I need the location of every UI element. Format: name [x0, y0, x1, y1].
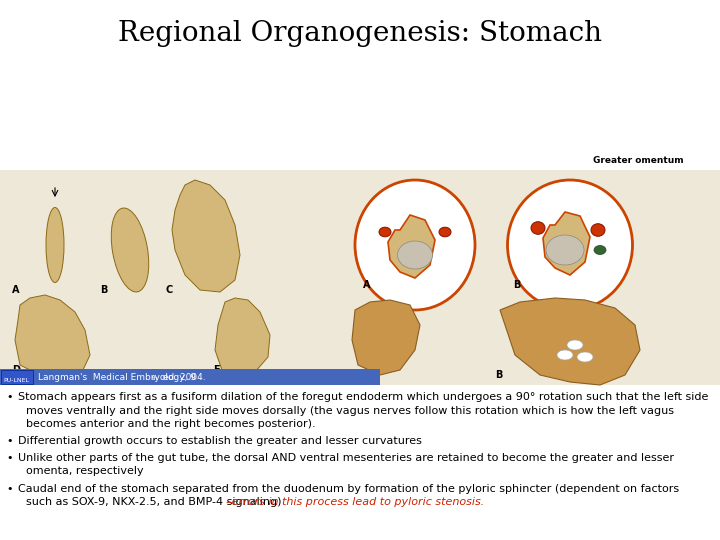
- Text: moves ventrally and the right side moves dorsally (the vagus nerves follow this : moves ventrally and the right side moves…: [26, 406, 674, 415]
- Ellipse shape: [546, 235, 584, 265]
- Text: Caudal end of the stomach separated from the duodenum by formation of the pylori: Caudal end of the stomach separated from…: [18, 483, 679, 494]
- Ellipse shape: [591, 224, 605, 237]
- Ellipse shape: [112, 208, 149, 292]
- Polygon shape: [352, 300, 420, 375]
- Text: C: C: [165, 285, 172, 295]
- Text: Regional Organogenesis: Stomach: Regional Organogenesis: Stomach: [118, 20, 602, 47]
- Ellipse shape: [557, 350, 573, 360]
- Text: becomes anterior and the right becomes posterior).: becomes anterior and the right becomes p…: [26, 419, 315, 429]
- Text: •: •: [6, 453, 12, 463]
- Text: A: A: [12, 285, 19, 295]
- Ellipse shape: [355, 180, 475, 310]
- Polygon shape: [543, 212, 590, 275]
- Text: A: A: [352, 370, 359, 380]
- Ellipse shape: [508, 180, 632, 310]
- Text: th: th: [152, 375, 158, 381]
- Text: Stomach appears first as a fusiform dilation of the foregut endoderm which under: Stomach appears first as a fusiform dila…: [18, 392, 708, 402]
- Text: D: D: [12, 365, 20, 375]
- Ellipse shape: [577, 352, 593, 362]
- Text: •: •: [6, 483, 12, 494]
- Text: Langman's  Medical Embryology, 9: Langman's Medical Embryology, 9: [38, 374, 196, 382]
- Text: Differential growth occurs to establish the greater and lesser curvatures: Differential growth occurs to establish …: [18, 436, 422, 446]
- FancyBboxPatch shape: [0, 170, 720, 385]
- Ellipse shape: [379, 227, 391, 237]
- Text: •: •: [6, 436, 12, 446]
- Text: B: B: [100, 285, 107, 295]
- Text: B: B: [513, 280, 521, 290]
- Ellipse shape: [594, 246, 606, 254]
- Ellipse shape: [397, 241, 433, 269]
- Text: such as SOX-9, NKX-2.5, and BMP-4 signaling): such as SOX-9, NKX-2.5, and BMP-4 signal…: [26, 497, 285, 507]
- Text: B: B: [495, 370, 503, 380]
- Text: PU-LNEL: PU-LNEL: [3, 377, 29, 382]
- Text: ed. 2004.: ed. 2004.: [160, 374, 205, 382]
- Text: •: •: [6, 392, 12, 402]
- FancyBboxPatch shape: [0, 369, 380, 385]
- Text: A: A: [363, 280, 371, 290]
- Text: Greater omentum: Greater omentum: [593, 156, 683, 165]
- Polygon shape: [172, 180, 240, 292]
- Polygon shape: [215, 298, 270, 378]
- Polygon shape: [500, 298, 640, 385]
- Polygon shape: [388, 215, 435, 278]
- Ellipse shape: [439, 227, 451, 237]
- Text: E: E: [213, 365, 220, 375]
- Text: –errors in this process lead to pyloric stenosis.: –errors in this process lead to pyloric …: [226, 497, 485, 507]
- Text: Unlike other parts of the gut tube, the dorsal AND ventral mesenteries are retai: Unlike other parts of the gut tube, the …: [18, 453, 674, 463]
- Polygon shape: [15, 295, 90, 380]
- Ellipse shape: [46, 207, 64, 282]
- Ellipse shape: [531, 222, 545, 234]
- FancyBboxPatch shape: [1, 370, 33, 384]
- Ellipse shape: [567, 340, 583, 350]
- Text: omenta, respectively: omenta, respectively: [26, 467, 143, 476]
